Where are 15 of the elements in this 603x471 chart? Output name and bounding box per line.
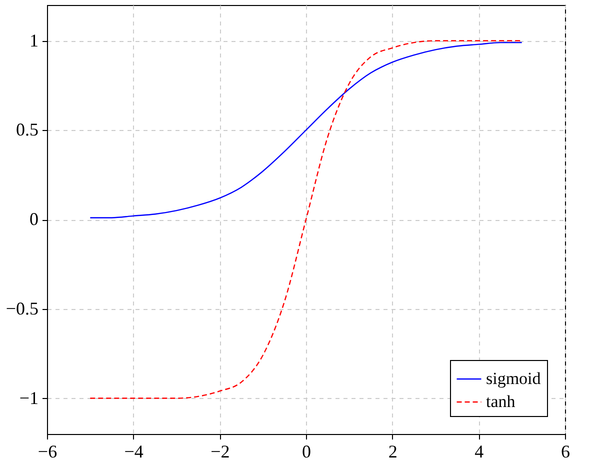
x-tick-label: 2 bbox=[388, 442, 398, 462]
y-tick-label: −0.5 bbox=[6, 298, 38, 318]
x-tick-label: 4 bbox=[474, 442, 484, 462]
y-tick-label: 0 bbox=[30, 209, 38, 229]
x-tick-label: 6 bbox=[561, 442, 570, 462]
x-tick-label: −2 bbox=[210, 442, 230, 462]
x-tick-label: −6 bbox=[38, 442, 58, 462]
legend-label: tanh bbox=[486, 392, 516, 411]
y-tick-label: 0.5 bbox=[16, 120, 38, 140]
legend-label: sigmoid bbox=[486, 369, 542, 388]
x-tick-label: −4 bbox=[124, 442, 144, 462]
x-tick-label: 0 bbox=[302, 442, 311, 462]
y-tick-label: 1 bbox=[30, 30, 38, 50]
line-series bbox=[90, 42, 522, 218]
y-tick-label: −1 bbox=[19, 388, 38, 408]
